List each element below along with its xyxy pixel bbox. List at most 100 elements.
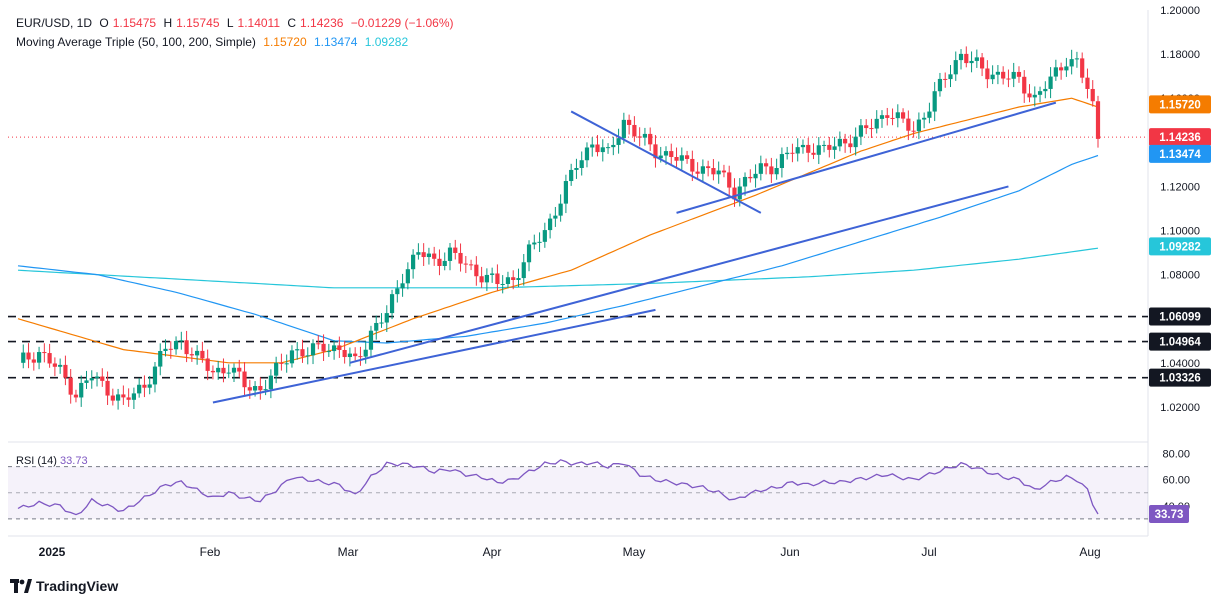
- candle: [511, 270, 516, 290]
- price-tick-label: 1.18000: [1160, 49, 1200, 61]
- ma200-value: 1.09282: [364, 35, 409, 49]
- rsi-title[interactable]: RSI (14): [16, 455, 57, 467]
- candle: [237, 359, 242, 378]
- symbol-name[interactable]: EUR/USD, 1D: [16, 16, 93, 30]
- candle-body: [115, 394, 121, 401]
- candle-body: [663, 151, 669, 156]
- candle: [216, 360, 221, 380]
- candle-body: [953, 60, 958, 75]
- candle-body: [242, 371, 247, 388]
- candle-body: [521, 262, 526, 279]
- candle-body: [790, 152, 795, 154]
- price-badge: [1149, 307, 1211, 326]
- candle-body: [221, 367, 226, 374]
- open-label: O: [99, 16, 109, 30]
- candle-body: [263, 389, 268, 391]
- candle-body: [305, 355, 310, 357]
- candle-body: [237, 367, 242, 372]
- candle-body: [732, 187, 737, 200]
- candle: [537, 232, 542, 252]
- candle-body: [1016, 71, 1022, 77]
- candle: [295, 341, 300, 360]
- candle: [679, 147, 684, 170]
- candle-body: [779, 154, 785, 169]
- candle: [42, 343, 47, 363]
- tradingview-logo[interactable]: TradingView: [10, 578, 118, 594]
- candle: [932, 82, 937, 122]
- candle-body: [110, 395, 115, 401]
- ma-title[interactable]: Moving Average Triple (50, 100, 200, Sim…: [16, 35, 256, 49]
- candle-body: [843, 138, 848, 144]
- candle: [495, 264, 500, 291]
- rsi-line: [17, 459, 1099, 516]
- candle: [405, 262, 410, 290]
- candle: [158, 343, 163, 376]
- candle: [1037, 86, 1043, 103]
- price-badge-label: 1.13474: [1159, 149, 1201, 161]
- candle: [363, 341, 368, 364]
- candle-body: [864, 125, 869, 129]
- candle-body: [911, 130, 916, 132]
- candle: [964, 46, 969, 68]
- candle: [753, 164, 758, 188]
- candle-body: [463, 263, 468, 265]
- candle: [274, 356, 279, 384]
- ma200-line: [17, 247, 1099, 289]
- candle: [927, 102, 932, 124]
- candle-body: [26, 352, 31, 360]
- candle-body: [742, 176, 748, 187]
- candle-body: [300, 349, 305, 357]
- high-value: 1.15745: [176, 16, 220, 30]
- candle-body: [1006, 78, 1011, 80]
- candle: [916, 112, 921, 140]
- candle: [1011, 62, 1016, 88]
- candle: [200, 341, 205, 363]
- candle: [779, 147, 785, 178]
- candle-body: [179, 340, 184, 342]
- ma50-line: [17, 97, 1099, 364]
- candle-body: [816, 145, 821, 155]
- candle-body: [195, 350, 200, 356]
- candle-body: [532, 242, 537, 245]
- time-axis-label: May: [623, 545, 646, 559]
- candle: [1032, 86, 1037, 107]
- candle-body: [885, 115, 890, 118]
- candle-body: [927, 111, 932, 118]
- candle: [637, 127, 642, 147]
- candle: [505, 271, 511, 289]
- candle: [521, 254, 526, 286]
- candle: [1064, 57, 1069, 77]
- candle: [1053, 59, 1058, 81]
- candle: [184, 330, 189, 363]
- candle-body: [827, 144, 832, 150]
- candle: [36, 346, 42, 370]
- candle-body: [447, 247, 453, 261]
- candle-body: [832, 146, 837, 150]
- candle-body: [874, 118, 879, 129]
- candle: [742, 172, 748, 196]
- time-axis-label: Jul: [921, 545, 936, 559]
- candle-body: [353, 353, 358, 357]
- candle: [458, 243, 463, 272]
- candle-body: [389, 294, 395, 314]
- candle: [958, 49, 964, 70]
- candle: [316, 335, 321, 350]
- candle-body: [205, 358, 210, 371]
- candle-body: [932, 91, 937, 112]
- candle: [411, 249, 416, 279]
- candle: [800, 139, 806, 154]
- candle-body: [189, 354, 194, 356]
- price-tick-label: 1.12000: [1160, 181, 1200, 193]
- candle: [563, 174, 569, 214]
- candle-body: [105, 380, 110, 396]
- candle-body: [316, 343, 321, 345]
- candle: [279, 353, 284, 371]
- candle: [911, 121, 916, 138]
- candle: [31, 352, 36, 371]
- close-value: 1.14236: [300, 16, 344, 30]
- candle: [310, 339, 316, 365]
- candle-body: [268, 375, 273, 390]
- candle-body: [432, 253, 437, 259]
- time-axis-label: Aug: [1079, 545, 1100, 559]
